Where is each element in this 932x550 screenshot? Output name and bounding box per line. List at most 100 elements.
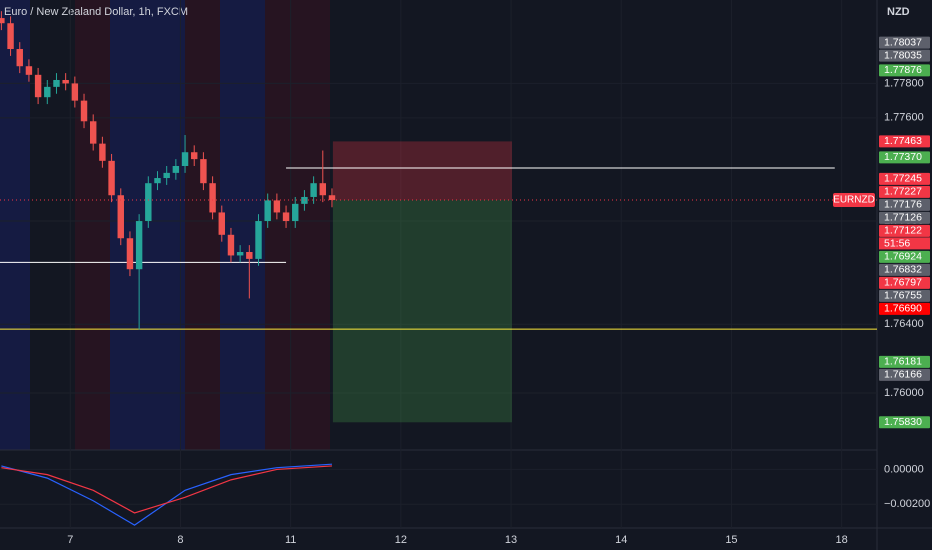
session-band bbox=[0, 0, 30, 450]
candle-body bbox=[181, 152, 189, 166]
candle bbox=[154, 171, 161, 191]
price-label: 1.78037 bbox=[884, 36, 922, 48]
candle-body bbox=[209, 183, 216, 213]
price-label-bg bbox=[879, 416, 930, 429]
price-label-bg bbox=[879, 289, 930, 302]
candle-body bbox=[246, 252, 253, 259]
candle bbox=[145, 176, 152, 228]
price-label-bg bbox=[879, 64, 930, 77]
candle bbox=[44, 79, 51, 105]
candle bbox=[163, 165, 170, 185]
price-label-bg bbox=[879, 355, 930, 368]
candle bbox=[227, 227, 235, 263]
candle-body bbox=[163, 172, 170, 179]
x-tick-label: 14 bbox=[615, 534, 627, 546]
candle bbox=[25, 59, 33, 82]
osc-line bbox=[1, 463, 333, 526]
price-label-bg bbox=[879, 211, 930, 224]
candle bbox=[117, 188, 124, 246]
y-tick-label: 1.76000 bbox=[884, 387, 924, 399]
session-band bbox=[185, 0, 220, 450]
x-tick-label: 12 bbox=[395, 534, 407, 546]
candle bbox=[200, 152, 207, 191]
price-label: 1.76924 bbox=[884, 251, 922, 263]
price-label-bg bbox=[879, 276, 930, 289]
candle bbox=[62, 73, 69, 91]
osc-line bbox=[1, 465, 333, 514]
candle bbox=[236, 245, 244, 263]
price-label: 1.75830 bbox=[884, 416, 922, 428]
candle-body bbox=[282, 212, 290, 222]
candle bbox=[218, 205, 225, 242]
candle-body bbox=[227, 234, 235, 256]
price-label: 1.77876 bbox=[884, 64, 922, 76]
price-label: 1.76755 bbox=[884, 290, 922, 302]
x-tick-label: 13 bbox=[505, 534, 517, 546]
price-label-bg bbox=[879, 49, 930, 62]
candle-body bbox=[7, 23, 14, 50]
candle bbox=[282, 205, 290, 228]
candle-body bbox=[108, 160, 115, 196]
price-label-bg bbox=[879, 250, 930, 263]
candle bbox=[135, 214, 143, 330]
price-label-bg bbox=[879, 135, 930, 148]
candle bbox=[181, 135, 189, 173]
candle bbox=[99, 136, 106, 168]
price-label: 1.77126 bbox=[884, 212, 922, 224]
osc-tick-label: −0.00200 bbox=[884, 498, 930, 510]
candle bbox=[80, 93, 88, 129]
price-label: 1.78035 bbox=[884, 49, 922, 61]
candle bbox=[71, 76, 79, 108]
candle bbox=[209, 176, 216, 220]
candle-body bbox=[255, 221, 262, 259]
price-label: 1.76166 bbox=[884, 369, 922, 381]
candle bbox=[89, 114, 97, 151]
candle-body bbox=[273, 200, 281, 213]
candle-body bbox=[218, 212, 225, 235]
price-label: 1.77176 bbox=[884, 199, 922, 211]
x-tick-label: 18 bbox=[836, 534, 848, 546]
countdown: 51:56 bbox=[884, 238, 910, 250]
x-tick-label: 11 bbox=[285, 534, 296, 546]
chart-title: Euro / New Zealand Dollar, 1h, FXCM bbox=[4, 6, 188, 18]
candle-body bbox=[34, 74, 42, 98]
symbol-tag-bg bbox=[833, 193, 875, 208]
candle bbox=[172, 159, 180, 180]
candle-body bbox=[53, 79, 60, 87]
candle bbox=[53, 73, 60, 94]
candle-body bbox=[172, 165, 180, 173]
price-label: 1.76797 bbox=[884, 277, 922, 289]
candle bbox=[126, 231, 134, 277]
currency: NZD bbox=[887, 6, 910, 18]
candle-body bbox=[71, 83, 79, 101]
price-label-bg bbox=[879, 185, 930, 198]
candle-body bbox=[135, 221, 143, 270]
countdown-bg bbox=[879, 237, 930, 250]
price-label-bg bbox=[879, 302, 930, 315]
price-label: 1.76832 bbox=[884, 264, 922, 276]
price-label: 1.77245 bbox=[884, 173, 922, 185]
candle-body bbox=[89, 121, 97, 144]
session-band bbox=[75, 0, 110, 450]
candle-body bbox=[292, 203, 299, 222]
price-label: 1.77122 bbox=[884, 225, 922, 237]
candle-body bbox=[236, 252, 244, 256]
price-label: 1.77370 bbox=[884, 151, 922, 163]
candle-body bbox=[44, 86, 51, 98]
session-band bbox=[265, 0, 330, 450]
price-label-bg bbox=[879, 172, 930, 185]
price-label: 1.77463 bbox=[884, 135, 922, 147]
x-tick-label: 15 bbox=[725, 534, 737, 546]
candle bbox=[310, 176, 317, 204]
price-label-bg bbox=[879, 263, 930, 276]
candle-body bbox=[154, 178, 161, 184]
price-label-bg bbox=[879, 224, 930, 237]
candle bbox=[191, 145, 198, 166]
symbol-tag: EURNZD bbox=[833, 195, 875, 206]
y-tick-label: 1.76400 bbox=[884, 318, 924, 330]
price-label-bg bbox=[879, 368, 930, 381]
candle-body bbox=[16, 49, 23, 67]
osc-tick-label: 0.00000 bbox=[884, 463, 924, 475]
target-zone bbox=[332, 200, 512, 423]
